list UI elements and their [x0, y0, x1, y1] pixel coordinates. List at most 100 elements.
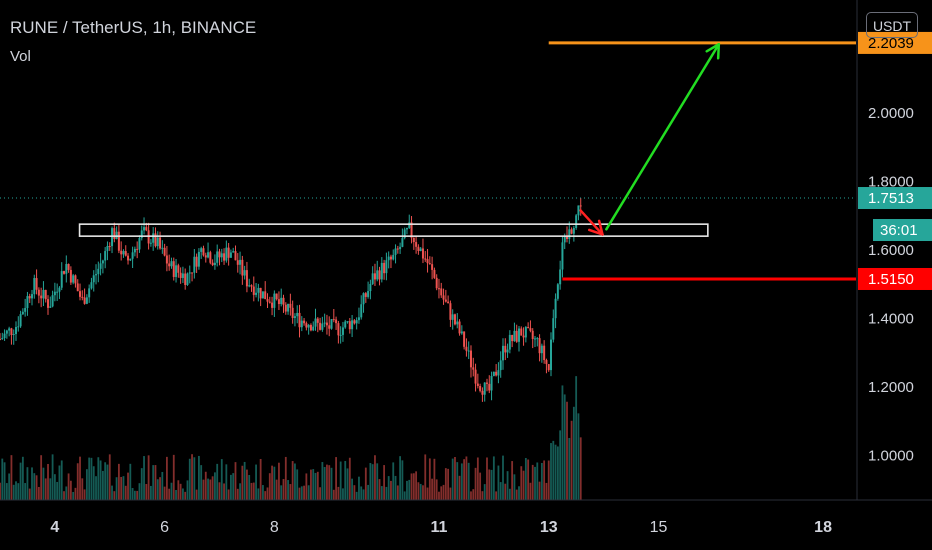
volume-bar	[305, 473, 308, 500]
volume-bar	[8, 473, 11, 500]
candlesticks	[0, 198, 582, 402]
volume-bar	[435, 479, 438, 500]
volume-bar	[422, 485, 424, 500]
volume-bar	[0, 482, 1, 500]
candle-body	[428, 263, 431, 265]
resistance-zone[interactable]	[78, 223, 709, 237]
candle-body	[193, 256, 196, 273]
volume-bar	[358, 476, 360, 500]
volume-bar	[33, 473, 36, 500]
candle-body	[58, 287, 61, 292]
volume-bar	[524, 457, 527, 500]
volume-bar	[40, 455, 43, 500]
candle-body	[76, 283, 79, 292]
candle-body	[223, 253, 226, 261]
volume-bar	[191, 454, 193, 500]
x-tick-label: 11	[431, 519, 448, 536]
x-axis[interactable]: 4 6 8 11 13 15 18	[50, 519, 832, 536]
candle-body	[248, 285, 251, 287]
candle-body	[492, 371, 495, 377]
candle-body	[122, 251, 125, 255]
candle-body	[449, 303, 452, 320]
candle-body	[353, 320, 356, 324]
volume-bar	[344, 460, 347, 500]
candle-body	[575, 215, 578, 229]
candle-body	[31, 294, 34, 299]
candle-body	[570, 229, 573, 234]
volume-bar	[193, 457, 196, 500]
candle-body	[367, 291, 370, 297]
countdown-text: 36:01	[880, 222, 918, 239]
candle-body	[444, 299, 447, 302]
candle-body	[271, 302, 274, 308]
candle-body	[540, 345, 543, 354]
volume-bar	[371, 464, 374, 500]
volume-bar	[536, 462, 539, 500]
volume-bar	[214, 472, 216, 500]
candle-body	[17, 326, 20, 328]
y-axis[interactable]: 1.0000 1.2000 1.4000 1.6000 1.8000 2.0000	[868, 105, 914, 465]
volume-bar	[117, 463, 120, 500]
volume-bar	[152, 465, 155, 500]
candle-body	[531, 330, 534, 340]
candle-body	[138, 238, 141, 250]
volume-bar	[19, 462, 22, 500]
volume-bar	[321, 462, 324, 500]
volume-bar	[328, 465, 331, 500]
volume-bar	[492, 456, 495, 500]
volume-bar	[513, 474, 516, 500]
volume-bar	[216, 463, 219, 500]
volume-bar	[127, 472, 129, 500]
volume-bar	[145, 484, 148, 500]
currency-button[interactable]: USDT	[866, 12, 918, 38]
candle-body	[225, 247, 228, 261]
volume-bar	[51, 454, 54, 500]
volume-bar	[312, 469, 315, 500]
volume-bar	[239, 483, 241, 500]
countdown-label: 36:01	[873, 219, 932, 242]
candle-body	[79, 291, 82, 297]
volume-bar	[454, 456, 456, 500]
candle-body	[483, 382, 486, 395]
volume-bar	[572, 406, 575, 500]
candle-body	[234, 251, 237, 261]
volume-bar	[490, 469, 493, 500]
volume-bar	[339, 461, 342, 500]
x-tick-label: 18	[814, 519, 832, 536]
volume-bar	[58, 465, 61, 500]
candle-body	[220, 253, 223, 258]
candle-body	[410, 222, 413, 238]
candle-body	[243, 270, 246, 276]
volume-bar	[184, 491, 187, 500]
volume-bar	[559, 430, 562, 500]
volume-bar	[282, 479, 285, 500]
candle-body	[501, 345, 504, 361]
volume-bar	[497, 465, 500, 500]
candle-body	[357, 317, 360, 321]
candle-body	[143, 227, 146, 231]
volume-bar	[346, 468, 349, 500]
candle-body	[380, 262, 383, 280]
volume-bar	[115, 477, 118, 500]
volume-label: Vol	[10, 48, 31, 65]
volume-bar	[182, 488, 184, 500]
candle-body	[120, 250, 123, 255]
candle-body	[298, 312, 301, 328]
arrows[interactable]	[579, 43, 721, 236]
volume-bar	[232, 473, 235, 500]
candle-body	[401, 238, 404, 247]
volume-bar	[129, 463, 132, 500]
candle-body	[44, 289, 47, 300]
volume-bar	[364, 467, 367, 500]
candle-body	[124, 251, 127, 256]
candle-body	[266, 299, 269, 302]
candle-body	[348, 321, 351, 330]
volume-bar	[5, 483, 8, 500]
candle-body	[451, 314, 454, 320]
candle-body	[65, 263, 68, 274]
candle-body	[296, 312, 299, 317]
volume-bar	[175, 490, 177, 500]
volume-bar	[266, 487, 269, 500]
candle-body	[209, 252, 212, 263]
